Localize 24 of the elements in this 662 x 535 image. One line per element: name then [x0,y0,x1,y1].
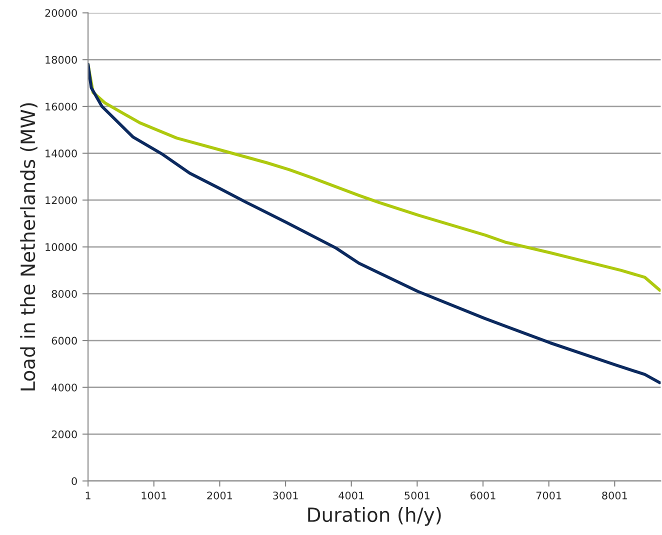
x-tick-label: 7001 [536,492,562,500]
y-tick-label: 14000 [46,150,77,158]
x-axis-title: Duration (h/y) [308,507,441,526]
x-tick-label: 1001 [142,492,166,500]
x-tick-label: 4001 [338,492,364,500]
x-tick-label: 1 [86,492,90,500]
y-tick-label: 6000 [52,336,77,345]
y-tick-label: 8000 [52,290,77,298]
y-tick-label: 18000 [46,56,77,64]
y-tick-label: 10000 [46,243,77,252]
line-series [88,62,661,292]
x-tick-label: 6001 [470,492,496,500]
x-tick-label: 8001 [602,492,627,500]
line-series [88,62,661,384]
y-tick-label: 12000 [46,196,77,204]
x-tick-label: 5001 [404,492,430,500]
y-tick-label: 0 [72,477,77,486]
x-tick-label: 2001 [207,492,232,500]
x-tick-label: 3001 [273,492,298,500]
y-tick-label: 2000 [52,430,77,438]
y-tick-label: 20000 [45,9,77,17]
y-tick-label: 4000 [52,384,77,392]
y-axis-title: Load in the Netherlands (MW) [20,103,38,390]
y-tick-label: 16000 [46,102,77,111]
